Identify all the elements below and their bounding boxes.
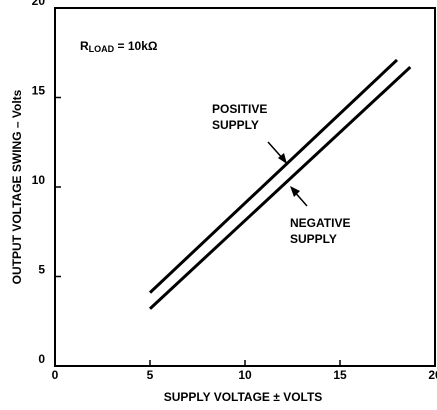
positive-label: POSITIVE	[212, 102, 267, 116]
series-line	[148, 65, 412, 310]
x-tick-label: 5	[147, 368, 154, 382]
plot-frame	[54, 7, 436, 367]
y-tick-label: 10	[32, 173, 46, 187]
x-tick-label: 15	[333, 368, 347, 382]
x-tick-label: 0	[52, 368, 59, 382]
load-sub: LOAD	[89, 44, 115, 54]
x-tick-label: 20	[428, 368, 437, 382]
x-axis-label: SUPPLY VOLTAGE ± VOLTS	[164, 390, 323, 404]
negative-label: NEGATIVE	[290, 216, 350, 230]
positive-arrowhead	[278, 153, 287, 164]
positive-label: SUPPLY	[212, 118, 259, 132]
y-tick-label: 20	[32, 0, 46, 8]
x-tick-label: 10	[238, 368, 252, 382]
load-rest: = 10kΩ	[114, 39, 158, 53]
series-line	[148, 58, 399, 294]
negative-label: SUPPLY	[290, 232, 337, 246]
negative-arrowhead	[290, 186, 300, 197]
load-annotation: RLOAD = 10kΩ	[80, 39, 158, 54]
load-main: R	[80, 39, 89, 53]
y-tick-label: 5	[38, 263, 45, 277]
y-tick-label: 0	[38, 352, 45, 366]
y-tick-label: 15	[32, 84, 46, 98]
y-axis-label: OUTPUT VOLTAGE SWING – Volts	[10, 89, 24, 284]
